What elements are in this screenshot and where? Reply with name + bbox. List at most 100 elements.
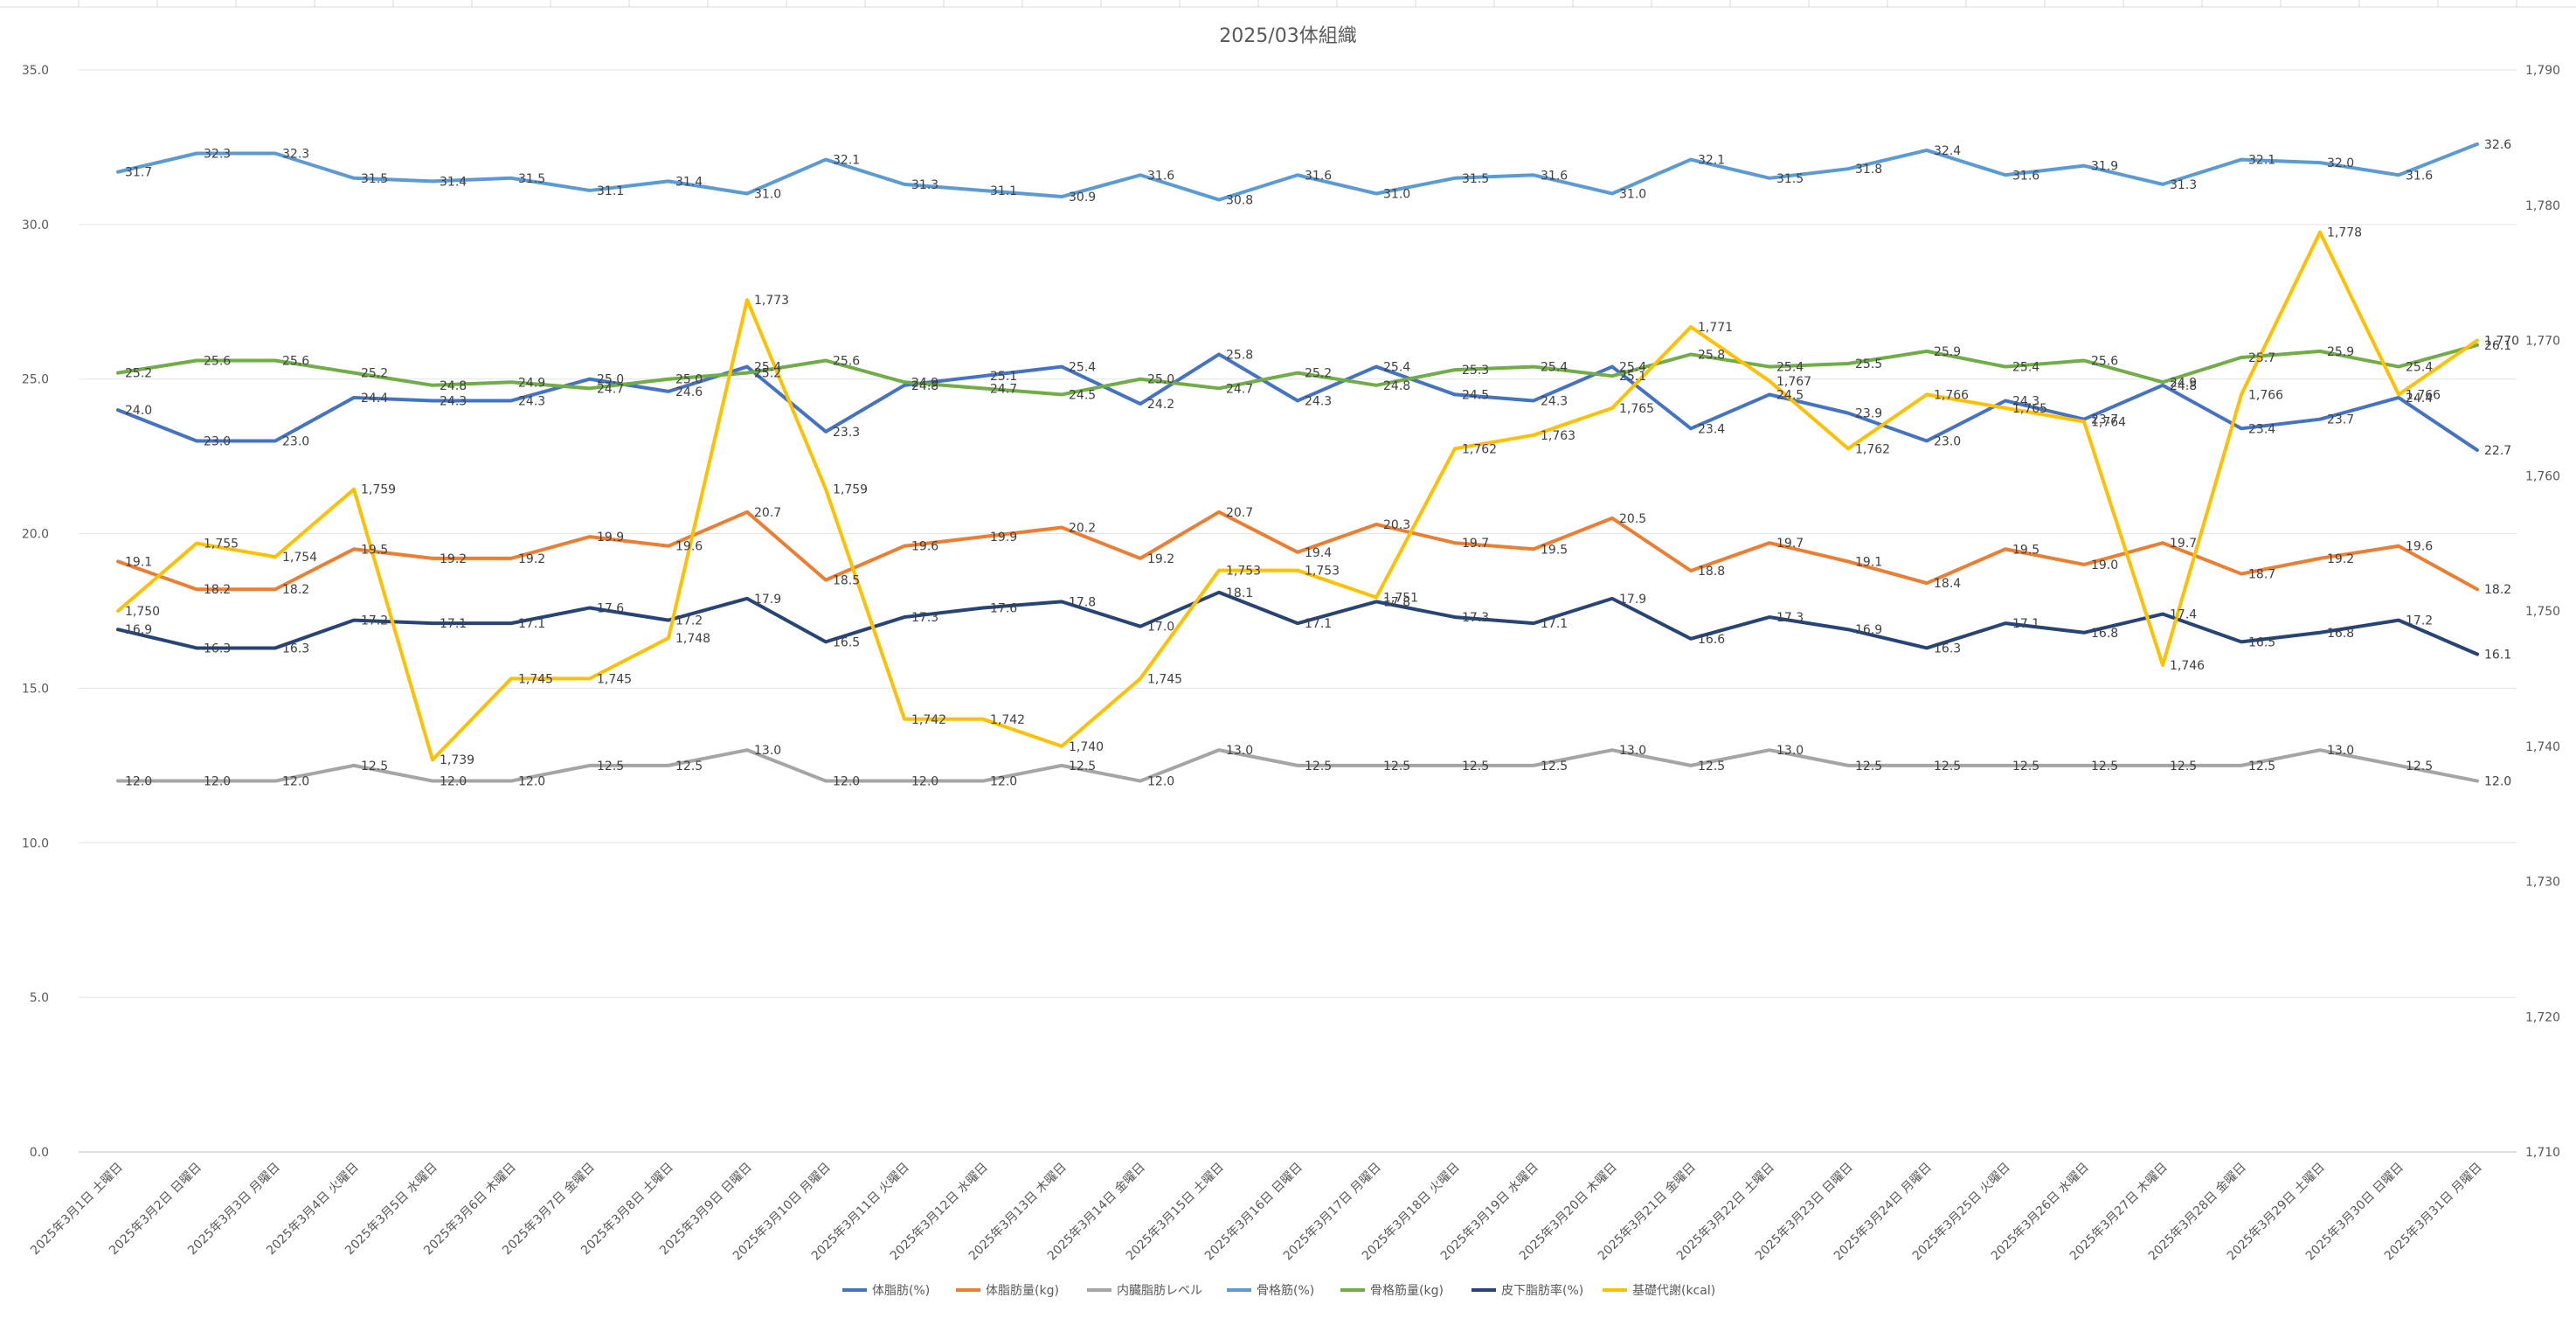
data-label: 31.1: [597, 184, 624, 198]
data-label: 1,740: [1069, 740, 1104, 754]
data-label: 17.3: [911, 611, 938, 625]
y-left-tick-label: 25.0: [22, 373, 49, 387]
data-label: 32.4: [1934, 144, 1961, 158]
data-label: 23.0: [1934, 434, 1961, 448]
data-label: 25.2: [125, 367, 152, 381]
data-label: 19.5: [1541, 543, 1568, 557]
data-label: 1,762: [1462, 442, 1497, 456]
data-label: 19.2: [440, 552, 467, 566]
data-label: 12.5: [2170, 760, 2197, 773]
data-label: 24.8: [2170, 379, 2197, 393]
data-label: 12.5: [361, 760, 388, 773]
data-label: 24.5: [1069, 388, 1096, 402]
data-label: 19.6: [675, 540, 703, 554]
data-label: 1,753: [1305, 565, 1340, 579]
data-label: 23.4: [2248, 422, 2275, 436]
data-label: 12.0: [282, 775, 309, 789]
data-label: 18.2: [2484, 583, 2511, 597]
y-left-tick-label: 15.0: [22, 682, 49, 696]
data-label: 1,746: [2170, 659, 2205, 673]
data-label: 12.0: [125, 775, 152, 789]
data-label: 25.8: [1698, 348, 1725, 362]
data-label: 26.1: [2484, 339, 2511, 353]
data-label: 12.0: [990, 775, 1017, 789]
data-label: 19.9: [990, 531, 1017, 545]
data-label: 32.1: [2248, 154, 2275, 168]
data-label: 19.5: [2012, 543, 2039, 557]
data-label: 18.5: [833, 574, 860, 588]
data-label: 24.7: [1226, 382, 1253, 396]
data-label: 32.6: [2484, 138, 2511, 152]
data-label: 24.2: [1147, 398, 1174, 412]
series-line-6: [116, 230, 2479, 762]
data-label: 25.2: [1305, 367, 1332, 381]
data-label: 1,759: [361, 483, 396, 497]
data-label: 23.7: [2091, 413, 2118, 427]
y-right-tick-label: 1,750: [2525, 605, 2560, 619]
data-label: 1,762: [1855, 442, 1890, 456]
data-label: 13.0: [1226, 744, 1253, 758]
data-label: 17.9: [754, 593, 781, 607]
data-label: 32.1: [833, 154, 860, 168]
data-label: 24.3: [440, 394, 467, 408]
data-label: 24.3: [2012, 394, 2039, 408]
y-right-tick-label: 1,770: [2525, 335, 2560, 349]
data-label: 25.7: [2248, 351, 2275, 365]
data-label: 25.4: [754, 361, 781, 375]
legend-label: 骨格筋量(kg): [1370, 1283, 1444, 1298]
data-label: 23.7: [2327, 413, 2354, 427]
chart-title: 2025/03体組織: [1219, 25, 1356, 47]
data-label: 20.5: [1619, 512, 1646, 526]
data-label: 31.0: [754, 187, 781, 201]
y-left-tick-label: 20.0: [22, 528, 49, 542]
data-label: 25.4: [2406, 361, 2433, 375]
data-label: 25.4: [1069, 361, 1096, 375]
data-label: 12.5: [1698, 760, 1725, 773]
data-label: 19.4: [1305, 546, 1332, 560]
data-label: 32.3: [204, 148, 231, 162]
data-label: 12.5: [1462, 760, 1489, 773]
data-label: 13.0: [2327, 744, 2354, 758]
data-label: 31.6: [1541, 169, 1568, 183]
y-right-tick-label: 1,740: [2525, 740, 2560, 754]
data-label: 24.3: [1541, 394, 1568, 408]
data-label: 18.8: [1698, 565, 1725, 579]
y-right-tick-label: 1,730: [2525, 876, 2560, 890]
y-left-tick-label: 10.0: [22, 836, 49, 850]
data-label: 19.9: [597, 531, 624, 545]
data-label: 24.5: [1462, 388, 1489, 402]
y-left-tick-label: 35.0: [22, 64, 49, 78]
data-label: 18.2: [204, 583, 231, 597]
data-label: 31.6: [2012, 169, 2039, 183]
data-label: 1,739: [440, 753, 474, 767]
data-labels: 12.0 12.0 12.0 12.5 12.0 12.0 12.5 12.5 13.0 12.0…: [125, 138, 2519, 789]
data-label: 32.3: [282, 148, 309, 162]
data-label: 30.9: [1069, 191, 1096, 205]
data-label: 1,771: [1698, 321, 1733, 335]
data-label: 1,754: [282, 551, 317, 565]
data-label: 16.5: [833, 635, 860, 649]
data-label: 31.8: [1855, 163, 1882, 177]
data-label: 13.0: [1776, 744, 1804, 758]
data-label: 31.7: [125, 166, 152, 180]
data-label: 1,750: [125, 605, 160, 619]
data-label: 12.5: [2248, 760, 2275, 773]
data-label: 1,764: [2091, 415, 2126, 429]
data-label: 25.4: [1619, 361, 1646, 375]
data-label: 1,745: [518, 672, 553, 686]
data-label: 12.0: [440, 775, 467, 789]
data-label: 16.3: [1934, 642, 1961, 656]
data-label: 23.0: [204, 434, 231, 448]
data-label: 24.0: [125, 404, 152, 418]
data-label: 12.5: [2091, 760, 2118, 773]
data-label: 25.3: [1462, 364, 1489, 378]
data-label: 1,751: [1383, 592, 1418, 606]
data-label: 23.4: [1698, 422, 1725, 436]
data-label: 25.1: [1619, 370, 1646, 384]
data-label: 31.4: [440, 175, 467, 189]
data-label: 1,765: [1619, 402, 1654, 416]
data-label: 19.7: [1776, 537, 1804, 551]
data-label: 32.1: [1698, 154, 1725, 168]
data-label: 16.9: [1855, 623, 1882, 637]
